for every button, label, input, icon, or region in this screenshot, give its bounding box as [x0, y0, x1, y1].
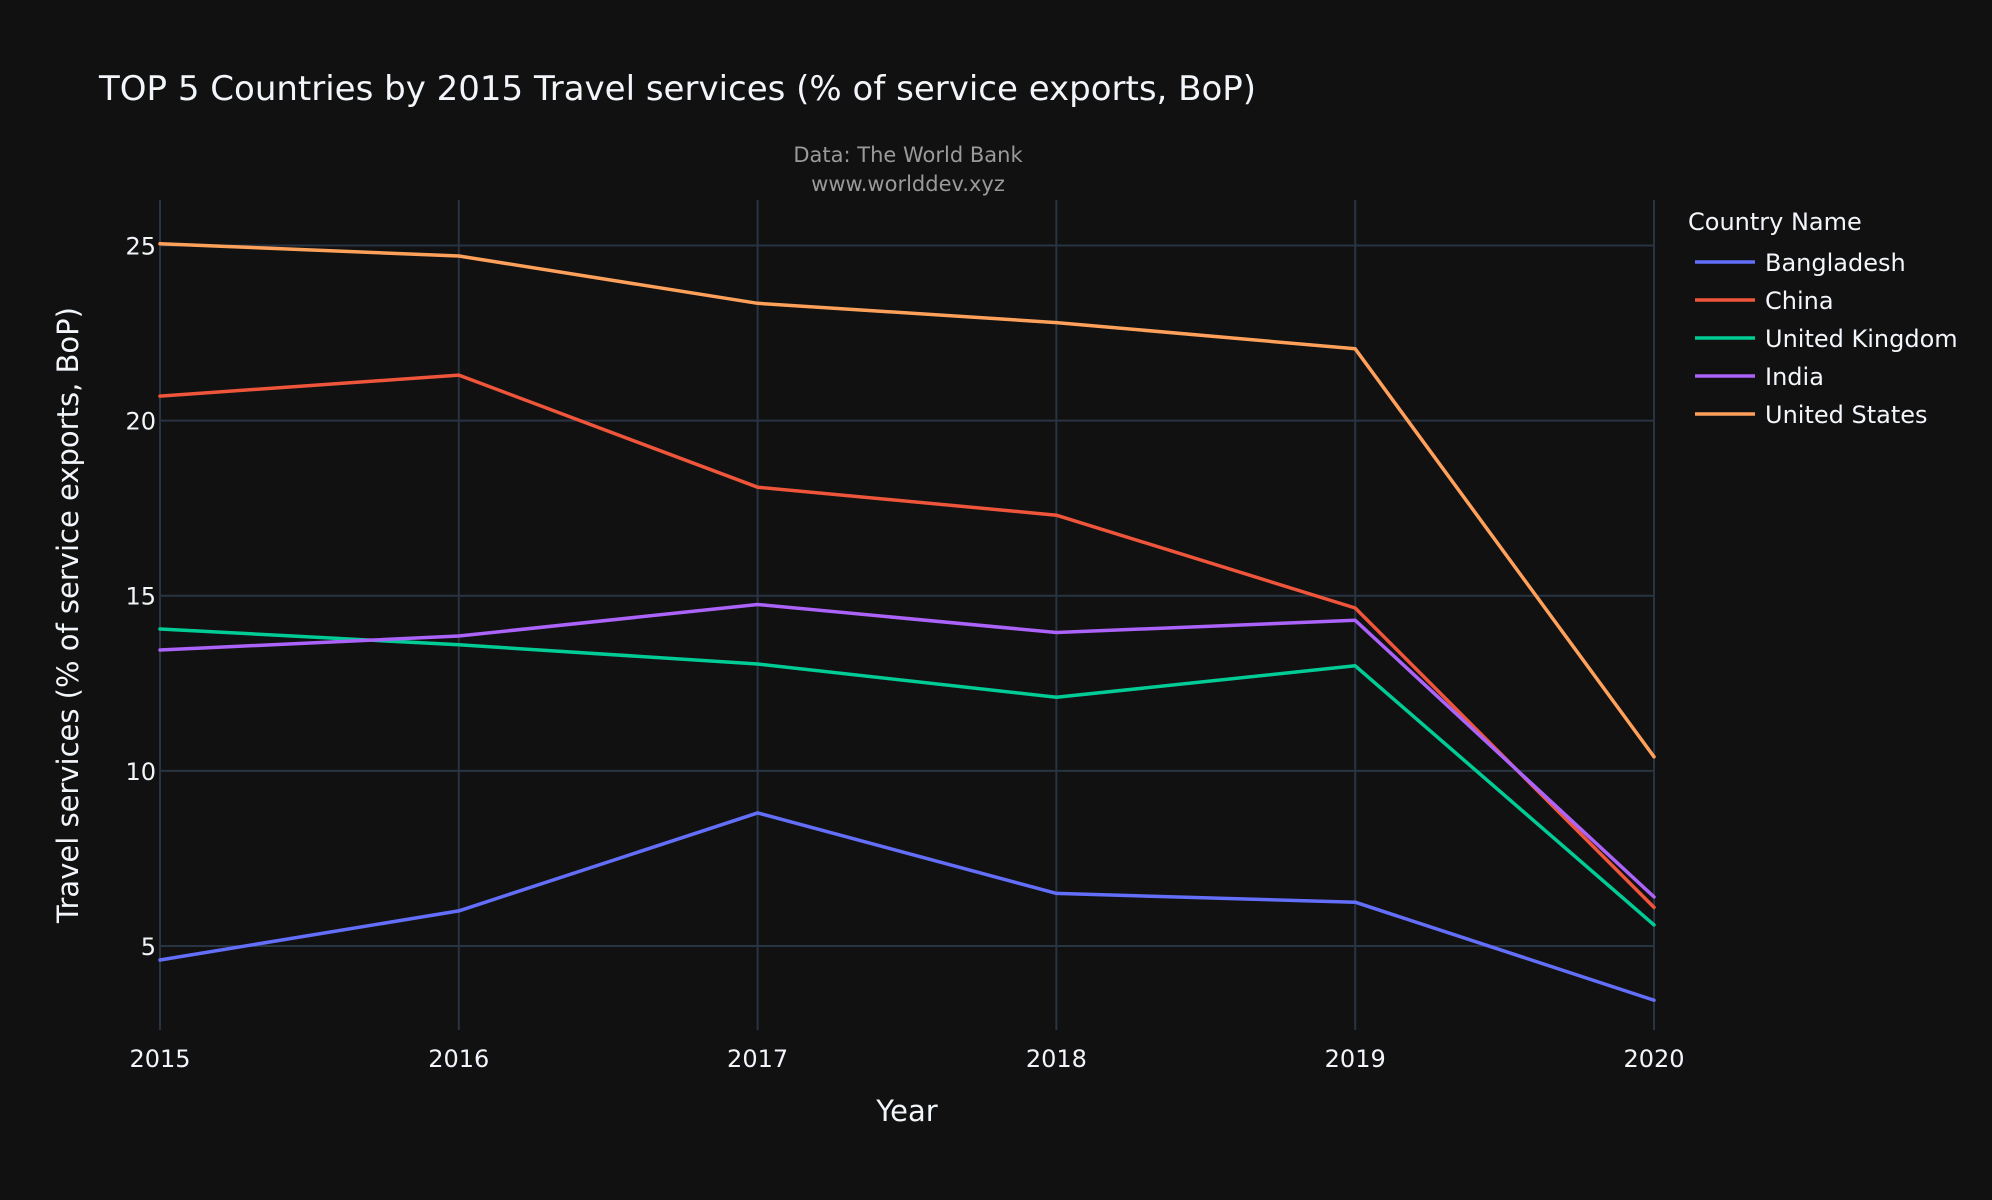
x-tick-label: 2019: [1325, 1045, 1386, 1073]
x-axis-title: Year: [875, 1094, 937, 1128]
series-line-china: [158, 373, 1656, 910]
series-line-united-states: [158, 242, 1656, 759]
legend-label: United States: [1765, 401, 1928, 429]
legend-item-bangladesh[interactable]: Bangladesh: [1695, 249, 1906, 277]
y-tick-label: 15: [125, 583, 156, 611]
legend-item-united-kingdom[interactable]: United Kingdom: [1695, 325, 1958, 353]
legend: Country Name Bangladesh China United Kingd…: [1688, 208, 1958, 429]
x-tick-label: 2018: [1026, 1045, 1087, 1073]
x-tick-label: 2020: [1623, 1045, 1684, 1073]
series-line-india: [158, 602, 1656, 899]
source-line-2: www.worlddev.xyz: [811, 172, 1005, 196]
chart-title: TOP 5 Countries by 2015 Travel services …: [98, 69, 1256, 109]
x-tick-label: 2016: [428, 1045, 489, 1073]
legend-item-china[interactable]: China: [1695, 287, 1834, 315]
series-lines: [158, 242, 1656, 1002]
series-line-bangladesh: [158, 811, 1656, 1002]
y-tick-label: 10: [125, 758, 156, 786]
y-tick-label: 25: [125, 233, 156, 261]
source-line-1: Data: The World Bank: [793, 143, 1023, 167]
series-line-united-kingdom: [158, 627, 1656, 927]
x-tick-label: 2015: [129, 1045, 190, 1073]
legend-label: United Kingdom: [1765, 325, 1958, 353]
legend-item-india[interactable]: India: [1695, 363, 1824, 391]
legend-title: Country Name: [1688, 208, 1862, 236]
y-tick-label: 5: [141, 933, 156, 961]
legend-item-united-states[interactable]: United States: [1695, 401, 1928, 429]
grid-lines: [159, 200, 1655, 1030]
legend-label: China: [1765, 287, 1834, 315]
y-axis-title: Travel services (% of service exports, B…: [51, 307, 85, 924]
legend-label: Bangladesh: [1765, 249, 1906, 277]
y-tick-label: 20: [125, 408, 156, 436]
tick-labels: 2015 2016 2017 2018 2019 2020 5 10 15 20 25: [125, 233, 1684, 1073]
legend-label: India: [1765, 363, 1824, 391]
x-tick-label: 2017: [727, 1045, 788, 1073]
